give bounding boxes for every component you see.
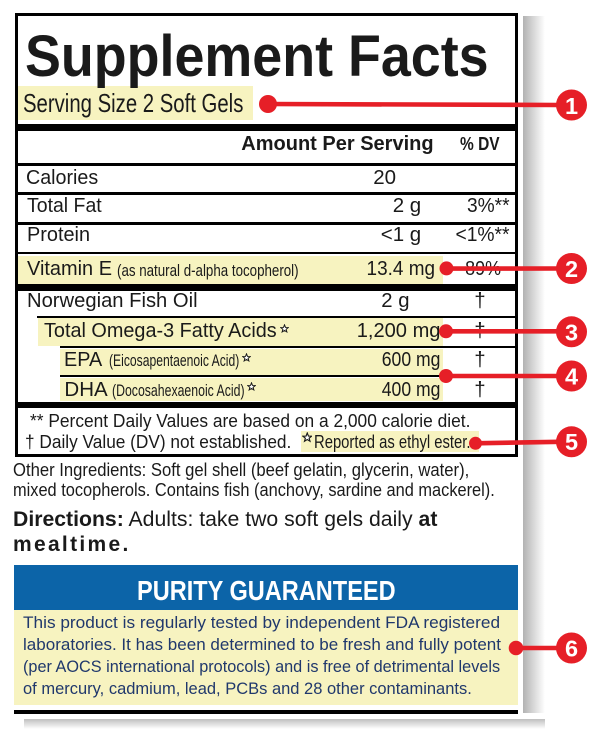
svg-text:6: 6 (565, 635, 578, 661)
svg-text:2: 2 (565, 256, 578, 282)
svg-text:5: 5 (565, 429, 578, 455)
svg-text:1: 1 (565, 93, 578, 119)
svg-text:4: 4 (565, 363, 578, 389)
svg-text:3: 3 (565, 320, 578, 346)
